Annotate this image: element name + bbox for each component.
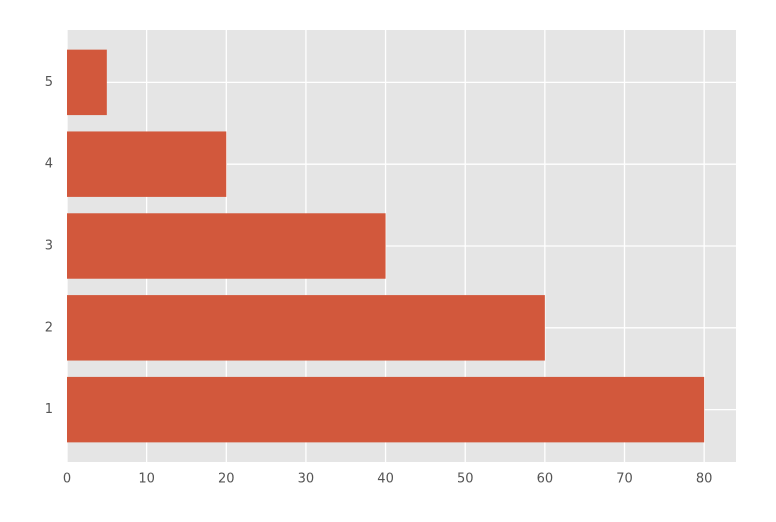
bar [67, 49, 107, 116]
x-tick-label: 80 [696, 472, 713, 487]
bar [67, 213, 386, 279]
y-tick-label: 3 [45, 239, 53, 254]
x-tick-label: 60 [537, 472, 554, 487]
y-tick-label: 1 [45, 402, 53, 417]
bar [67, 376, 705, 443]
x-tick-label: 10 [138, 472, 155, 487]
x-tick-label: 0 [63, 472, 71, 487]
y-tick-label: 5 [45, 75, 53, 90]
bar [67, 131, 227, 197]
x-tick-label: 50 [457, 472, 474, 487]
y-tick-label: 4 [45, 157, 53, 172]
y-tick-label: 2 [45, 320, 53, 335]
x-tick-label: 20 [218, 472, 235, 487]
x-tick-label: 70 [616, 472, 633, 487]
x-tick-label: 30 [298, 472, 315, 487]
bar [67, 295, 545, 361]
x-tick-label: 40 [377, 472, 394, 487]
